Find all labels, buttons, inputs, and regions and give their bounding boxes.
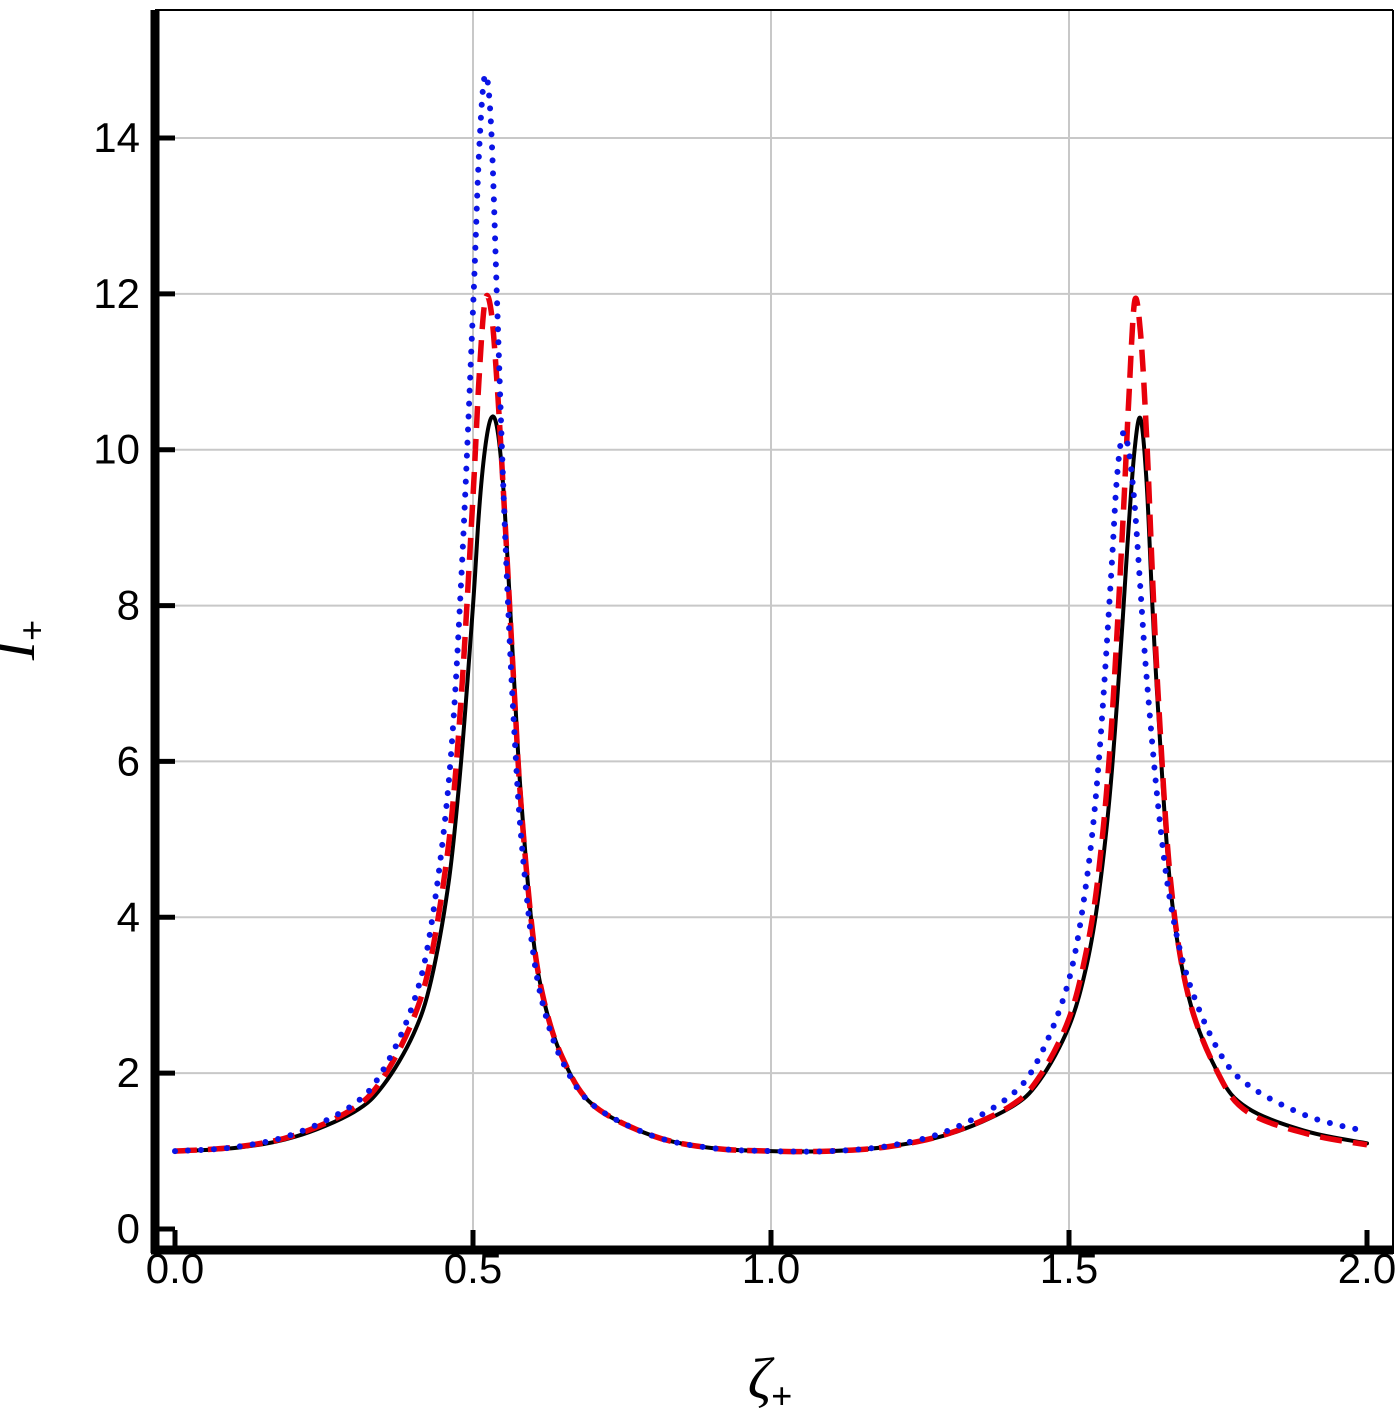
- y-tick-label: 8: [117, 582, 140, 629]
- x-tick-label: 0.5: [444, 1245, 502, 1292]
- y-tick-label: 14: [93, 114, 140, 161]
- x-tick-label: 2.0: [1338, 1245, 1396, 1292]
- y-axis-label-subscript: +: [11, 620, 52, 641]
- x-tick-label: 1.5: [1040, 1245, 1098, 1292]
- x-tick-label: 1.0: [742, 1245, 800, 1292]
- y-axis-label: I+: [0, 620, 52, 661]
- y-tick-label: 2: [117, 1049, 140, 1096]
- y-tick-label: 6: [117, 737, 140, 784]
- y-axis-label-text: I: [0, 638, 47, 661]
- y-tick-label: 10: [93, 426, 140, 473]
- series-group: [172, 71, 1370, 1155]
- ticks: 0.0 0.5 1.0 1.5 2.0 0 2 4 6 8 10 12 14: [93, 114, 1396, 1292]
- x-axis-label-text: ζ: [748, 1346, 775, 1411]
- x-axis-label-subscript: +: [771, 1375, 792, 1416]
- y-tick-label: 12: [93, 270, 140, 317]
- y-tick-label: 4: [117, 893, 140, 940]
- grid: [155, 10, 1393, 1250]
- x-tick-label: 0.0: [146, 1245, 204, 1292]
- series-line-dashed: [174, 292, 1368, 1155]
- y-tick-label: 0: [117, 1205, 140, 1252]
- x-axis-label: ζ+: [748, 1346, 793, 1416]
